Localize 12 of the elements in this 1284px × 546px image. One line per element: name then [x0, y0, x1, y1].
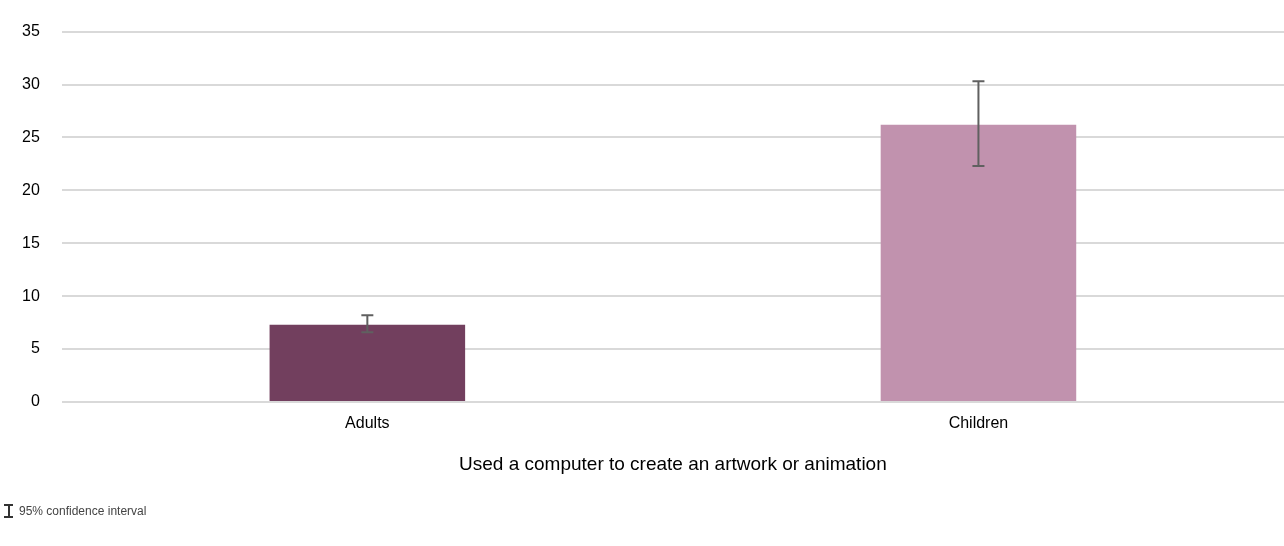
y-tick-label: 35 [22, 22, 40, 40]
text: 95% confidence interval [19, 504, 147, 518]
y-tick-label: 10 [22, 286, 40, 304]
y-tick-label: 25 [22, 127, 40, 145]
y-tick-label: 15 [22, 233, 40, 251]
y-tick-label: 0 [30, 392, 40, 410]
x-tick-label: Children [948, 414, 1009, 432]
x-axis-title: Used a computer to create an artwork or animation [459, 452, 887, 474]
x-tick-label: Adults [345, 414, 390, 432]
y-tick-label: 5 [30, 339, 40, 357]
y-tick-label: 20 [22, 180, 40, 198]
y-tick-label: 30 [22, 74, 40, 92]
